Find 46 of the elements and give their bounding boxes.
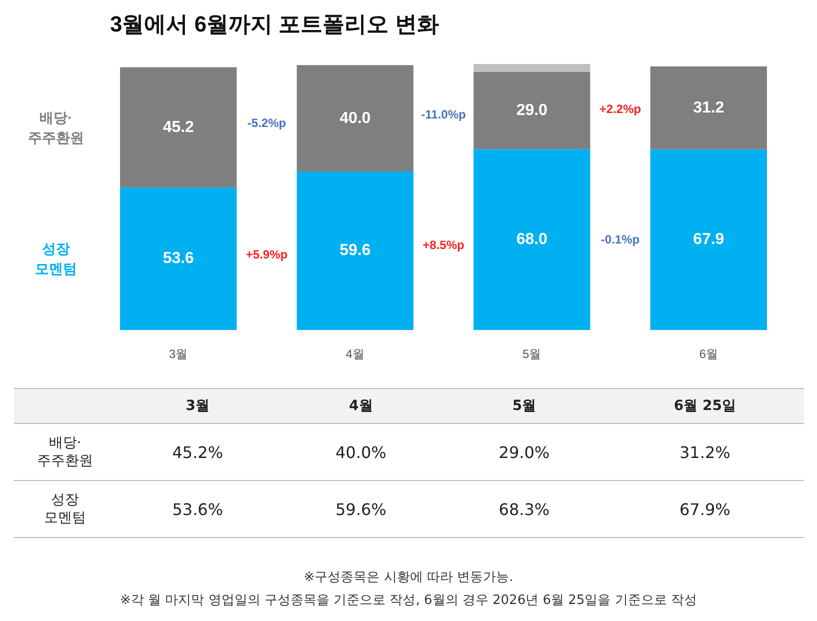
annotation: -0.1%p — [600, 232, 640, 247]
text: ※구성종목은 시황에 따라 변동가능. — [302, 569, 514, 587]
bar — [474, 72, 590, 150]
bar — [650, 149, 767, 330]
bar — [296, 65, 414, 172]
x-tick-label: 4월 — [346, 347, 364, 361]
annotation: -11.0%p — [421, 107, 466, 122]
data-label: 45.2 — [162, 118, 194, 136]
bar — [296, 171, 414, 330]
category-label: 배당· 주주환원 — [37, 435, 93, 469]
text: 29.0% — [498, 442, 550, 462]
bar — [650, 66, 767, 150]
text: ※각 월 마지막 영업일의 구성종목을 기준으로 작성, 6월의 경우 2026년 6월 25일을 기준으로 작성 — [119, 592, 698, 610]
text: 45.2% — [172, 442, 224, 462]
text: 59.6% — [336, 500, 386, 518]
bar — [474, 149, 590, 330]
text: 68.3% — [498, 500, 550, 518]
category-label: 5월 — [442, 388, 606, 424]
x-tick-label: 6월 — [699, 347, 718, 361]
category-label: 3월 — [116, 388, 280, 424]
data-label: 67.9 — [693, 231, 724, 248]
bar — [120, 187, 237, 330]
chart-title: 3월에서 6월까지 포트폴리오 변화 — [110, 12, 439, 36]
data-label: 59.6 — [340, 242, 371, 260]
x-tick-label: 5월 — [522, 347, 542, 361]
text: 40.0% — [336, 442, 386, 462]
annotation: +2.2%p — [599, 102, 642, 116]
text: 53.6% — [172, 500, 224, 518]
bar — [120, 67, 237, 188]
category-label: 4월 — [279, 388, 443, 424]
annotation: -5.2%p — [247, 116, 286, 130]
category-label: 성장 모멘텀 — [44, 492, 86, 526]
category-label: 6월 25일 — [606, 388, 804, 424]
text: 31.2% — [680, 442, 730, 462]
data-label: 53.6 — [162, 250, 194, 268]
bar — [474, 64, 590, 72]
x-tick-label: 3월 — [169, 347, 188, 361]
annotation: +8.5%p — [422, 238, 464, 252]
data-label: 31.2 — [693, 99, 724, 116]
data-label: 40.0 — [340, 110, 371, 127]
data-label: 29.0 — [516, 102, 548, 120]
data-label: 68.0 — [516, 231, 548, 248]
text: 67.9% — [680, 500, 730, 518]
text: 배당· 주주환원 — [28, 109, 84, 146]
text: 성장 모멘텀 — [35, 240, 77, 277]
annotation: +5.9%p — [246, 248, 288, 262]
